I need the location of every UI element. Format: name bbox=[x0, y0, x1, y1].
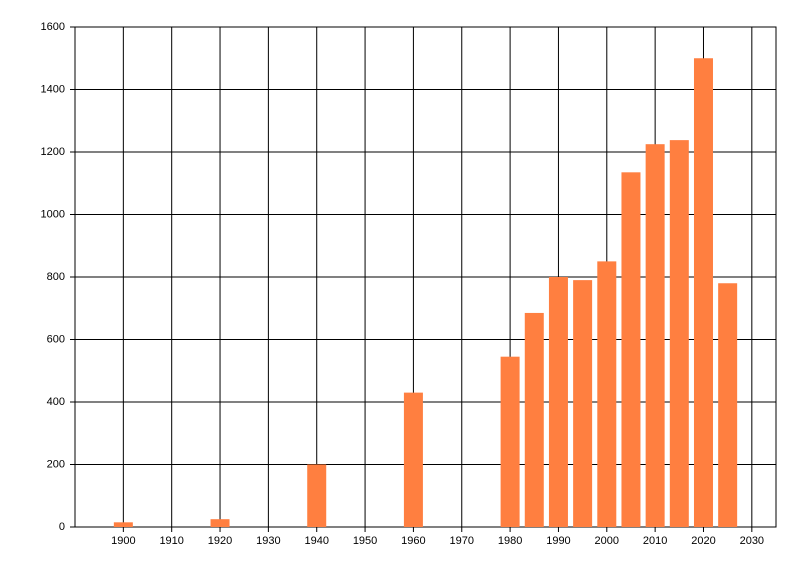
y-tick-label: 800 bbox=[47, 271, 65, 283]
x-tick-label: 1930 bbox=[256, 535, 280, 547]
x-tick-label: 1920 bbox=[208, 535, 232, 547]
y-tick-label: 200 bbox=[47, 458, 65, 470]
bar bbox=[621, 172, 641, 527]
bar bbox=[718, 283, 738, 527]
bar bbox=[548, 277, 568, 527]
y-tick-label: 1000 bbox=[41, 208, 65, 220]
x-tick-label: 1950 bbox=[353, 535, 377, 547]
y-tick-label: 400 bbox=[47, 396, 65, 408]
bar bbox=[645, 144, 665, 527]
y-tick-label: 1200 bbox=[41, 146, 65, 158]
x-tick-label: 1940 bbox=[304, 535, 328, 547]
bar bbox=[307, 464, 327, 527]
x-tick-label: 2000 bbox=[595, 535, 619, 547]
y-tick-label: 1400 bbox=[41, 83, 65, 95]
y-tick-label: 0 bbox=[59, 521, 65, 533]
x-tick-label: 2020 bbox=[691, 535, 715, 547]
bar bbox=[669, 140, 689, 527]
bar bbox=[524, 312, 544, 527]
x-tick-label: 1970 bbox=[450, 535, 474, 547]
x-tick-label: 1910 bbox=[159, 535, 183, 547]
y-tick-label: 600 bbox=[47, 333, 65, 345]
x-tick-label: 2010 bbox=[643, 535, 667, 547]
bar bbox=[113, 522, 133, 527]
bar bbox=[210, 519, 230, 527]
bar bbox=[500, 356, 520, 527]
bar bbox=[573, 280, 593, 527]
x-tick-label: 1900 bbox=[111, 535, 135, 547]
bar bbox=[693, 58, 713, 527]
y-tick-label: 1600 bbox=[41, 21, 65, 33]
x-tick-label: 2030 bbox=[740, 535, 764, 547]
plot-frame bbox=[74, 26, 777, 528]
bar bbox=[403, 392, 423, 527]
x-tick-label: 1980 bbox=[498, 535, 522, 547]
x-tick-label: 1990 bbox=[546, 535, 570, 547]
x-tick-label: 1960 bbox=[401, 535, 425, 547]
bar bbox=[597, 261, 617, 527]
